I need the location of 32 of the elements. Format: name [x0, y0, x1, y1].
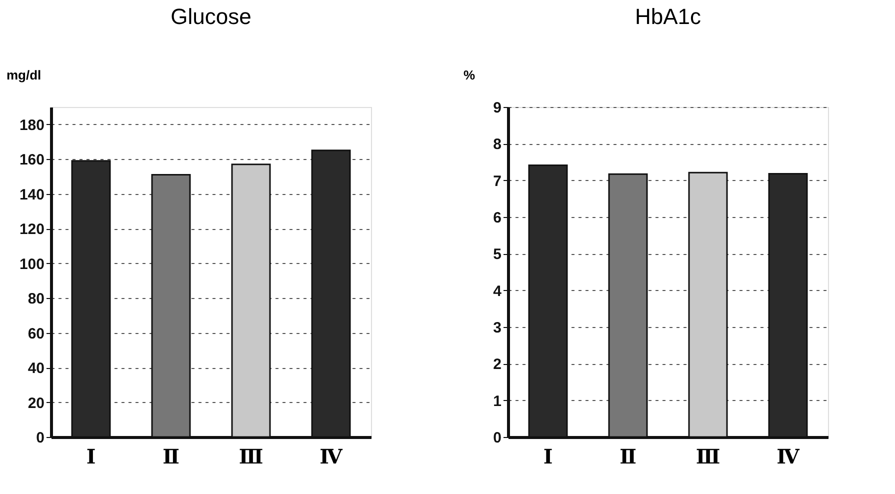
x-tick-label: Ⅲ — [696, 444, 720, 468]
y-tick-label: 3 — [493, 320, 502, 336]
y-tick-label: 1 — [493, 392, 502, 410]
y-tick-label: 80 — [28, 290, 44, 308]
y-tick-label: 4 — [493, 282, 502, 300]
x-tick-label: Ⅱ — [620, 444, 636, 468]
y-tick-label: 5 — [493, 246, 502, 264]
y-tick-label: 9 — [493, 100, 502, 116]
y-tick-label: 160 — [19, 152, 44, 169]
x-tick-label: Ⅱ — [162, 444, 180, 468]
y-tick-label: 0 — [36, 430, 44, 446]
y-tick-label: 60 — [28, 325, 44, 342]
y-tick-label: 8 — [493, 136, 502, 154]
x-tick-label: Ⅳ — [320, 444, 343, 468]
y-tick-label: 180 — [19, 116, 44, 134]
y-tick-label: 0 — [493, 430, 502, 446]
x-tick-label: Ⅰ — [543, 444, 553, 468]
y-axis-title: mg/dl — [6, 68, 42, 82]
y-tick-label: 20 — [28, 394, 44, 412]
y-tick-label: 100 — [19, 256, 44, 273]
x-tick-label: Ⅰ — [86, 444, 96, 468]
chart-title: HbA1c — [634, 4, 702, 29]
y-axis-title: % — [464, 68, 476, 82]
chart-title: Glucose — [170, 4, 252, 29]
y-tick-label: 2 — [493, 356, 502, 374]
x-tick-label: Ⅳ — [776, 444, 800, 468]
y-tick-label: 7 — [493, 172, 502, 190]
y-tick-label: 6 — [493, 210, 502, 226]
y-tick-label: 40 — [28, 360, 44, 378]
y-tick-label: 140 — [19, 186, 44, 204]
x-tick-label: Ⅲ — [238, 444, 264, 468]
y-tick-label: 120 — [19, 221, 44, 238]
